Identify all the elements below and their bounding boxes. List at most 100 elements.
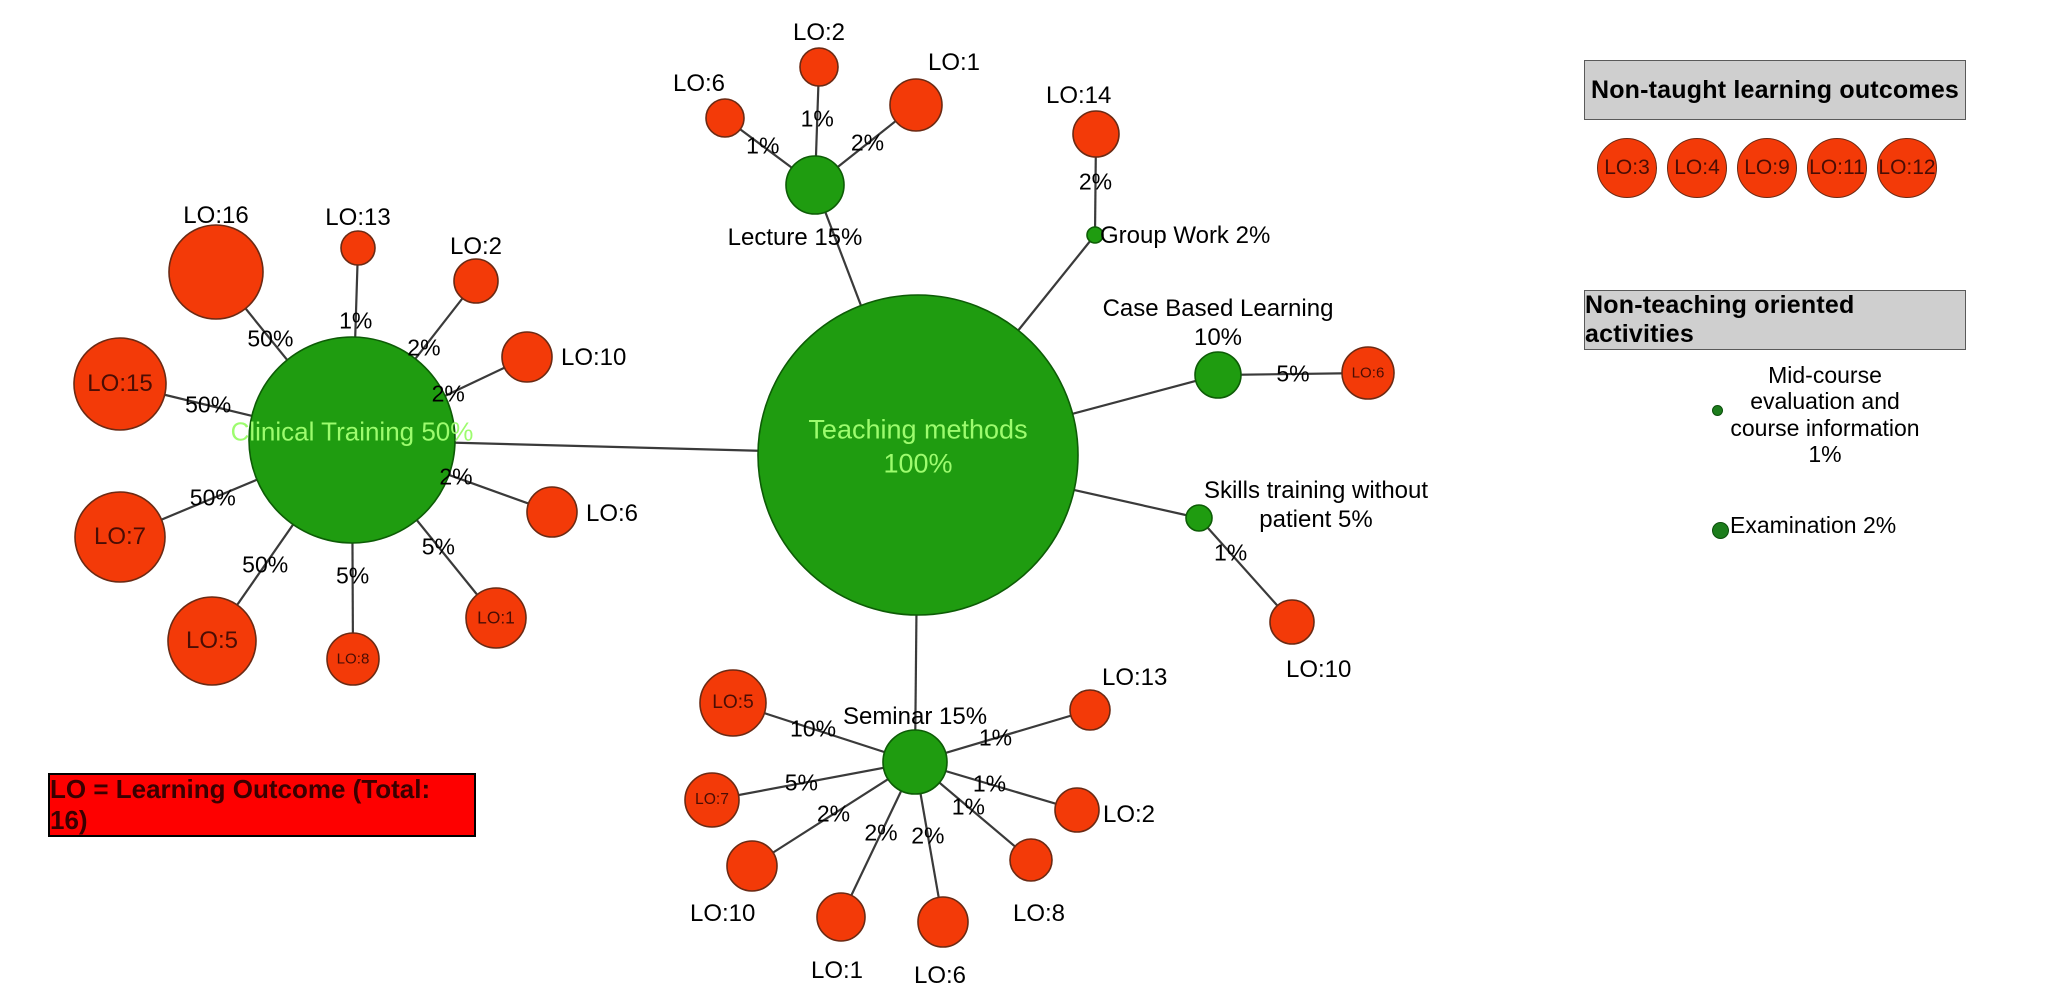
edge-weight-cl_lo16: 50% (247, 325, 294, 352)
lo-chip-label: LO:12 (1878, 156, 1936, 179)
node-cl_lo8[interactable] (326, 632, 380, 686)
legend-key-box: LO = Learning Outcome (Total: 16) (48, 773, 476, 837)
node-skills[interactable] (1185, 504, 1213, 532)
edge-weight-cl_lo15: 50% (185, 391, 232, 418)
lo-chip-label: LO:9 (1744, 156, 1790, 179)
lo-chip[interactable]: LO:11 (1807, 138, 1867, 198)
node-se_lo1[interactable] (816, 892, 866, 942)
node-cl_lo5[interactable] (167, 596, 257, 686)
node-le_lo1[interactable] (889, 78, 943, 132)
node-label-se_lo1: LO:1 (811, 957, 864, 984)
edge-weight-cbl_lo6: 5% (1276, 360, 1310, 387)
edge-weight-le_lo1: 2% (850, 129, 885, 156)
edge-seminar-se_lo7 (711, 760, 916, 802)
edge-weight-cl_lo2: 2% (407, 334, 441, 361)
node-label-groupwork: Group Work 2% (1100, 222, 1271, 249)
node-cl_lo15[interactable] (73, 337, 167, 431)
edge-skills-sk_lo10 (1198, 517, 1293, 623)
examination-dot-icon (1712, 522, 1729, 539)
node-cl_lo7[interactable] (74, 491, 166, 583)
edge-weight-se_lo10: 2% (816, 800, 851, 827)
lo-chip-label: LO:4 (1674, 156, 1720, 179)
node-lecture[interactable] (785, 155, 845, 215)
node-cl_lo2[interactable] (453, 258, 499, 304)
node-cbl_lo6[interactable] (1341, 346, 1395, 400)
edge-weight-cl_lo8: 5% (335, 562, 370, 589)
node-sk_lo10[interactable] (1269, 599, 1315, 645)
node-seminar[interactable] (882, 729, 948, 795)
midcourse-dot-icon (1712, 405, 1723, 416)
lo-chip[interactable]: LO:3 (1597, 138, 1657, 198)
lo-chip-label: LO:3 (1604, 156, 1650, 179)
lo-chip[interactable]: LO:4 (1667, 138, 1727, 198)
node-le_lo6[interactable] (705, 98, 745, 138)
edge-weight-se_lo6: 2% (911, 822, 945, 849)
edge-weight-sk_lo10: 1% (1213, 539, 1248, 566)
node-label-cl_lo13: LO:13 (325, 204, 391, 231)
edge-weight-cl_lo13: 1% (339, 307, 373, 334)
node-cl_lo10[interactable] (501, 331, 553, 383)
node-cl_lo1[interactable] (465, 587, 527, 649)
node-label-se_lo8: LO:8 (1013, 900, 1066, 927)
node-label-se_lo6: LO:6 (914, 962, 967, 989)
edge-weight-le_lo2: 1% (800, 105, 834, 132)
node-label-se_lo2: LO:2 (1103, 801, 1156, 828)
node-teaching[interactable] (757, 294, 1079, 616)
node-label-le_lo6: LO:6 (673, 70, 726, 97)
node-label-cl_lo7: LO:7 (93, 523, 147, 550)
lo-chip[interactable]: LO:9 (1737, 138, 1797, 198)
node-clinical[interactable] (248, 336, 456, 544)
panel-non-teaching-header: Non-teaching oriented activities (1584, 290, 1966, 350)
node-gw_lo14[interactable] (1072, 110, 1120, 158)
midcourse-note: Mid-course evaluation and course informa… (1730, 362, 1920, 468)
node-label-cl_lo10: LO:10 (561, 344, 627, 371)
edge-weight-se_lo7: 5% (784, 769, 818, 796)
node-cl_lo13[interactable] (340, 230, 376, 266)
edge-weight-se_lo2: 1% (972, 770, 1007, 797)
edge-weight-cl_lo5: 50% (242, 551, 289, 578)
node-label-gw_lo14: LO:14 (1046, 82, 1112, 109)
node-cl_lo6[interactable] (526, 486, 578, 538)
node-label-le_lo2: LO:2 (792, 19, 846, 46)
node-label-se_lo7: LO:7 (695, 791, 729, 808)
node-se_lo6[interactable] (917, 896, 969, 948)
node-label-cl_lo6: LO:6 (586, 500, 639, 527)
node-label-cl_lo8: LO:8 (336, 650, 370, 668)
edge-weight-le_lo6: 1% (746, 132, 780, 159)
node-label-cbl_lo6: LO:6 (1351, 364, 1385, 382)
node-label-cl_lo1: LO:1 (477, 607, 515, 628)
node-se_lo10[interactable] (726, 840, 778, 892)
edge-weight-se_lo5: 10% (790, 715, 837, 742)
node-se_lo8[interactable] (1009, 838, 1053, 882)
examination-note: Examination 2% (1730, 512, 1897, 538)
panel-non-teaching-title: Non-teaching oriented activities (1585, 291, 1855, 348)
edge-weight-se_lo1: 2% (864, 819, 898, 846)
edge-weight-se_lo8: 1% (951, 793, 985, 820)
edge-weight-cl_lo6: 2% (439, 463, 473, 490)
edge-weight-cl_lo1: 5% (421, 533, 456, 560)
node-groupwork[interactable] (1086, 226, 1104, 244)
edge-weight-cl_lo10: 2% (431, 380, 465, 407)
node-le_lo2[interactable] (799, 47, 839, 87)
node-label-cl_lo15: LO:15 (87, 370, 153, 397)
node-label-se_lo13: LO:13 (1102, 664, 1168, 691)
edge-weight-gw_lo14: 2% (1078, 168, 1113, 195)
node-se_lo13[interactable] (1069, 689, 1111, 731)
node-label-se_lo10: LO:10 (690, 900, 756, 927)
lo-chip[interactable]: LO:12 (1877, 138, 1937, 198)
panel-non-taught-items: LO:3 LO:4 LO:9 LO:11 LO:12 (1597, 138, 1937, 198)
node-se_lo2[interactable] (1054, 787, 1100, 833)
node-cbl[interactable] (1194, 351, 1242, 399)
node-label-seminar: Seminar 15% (842, 703, 988, 730)
node-label-cl_lo5: LO:5 (185, 627, 239, 654)
legend-key-text: LO = Learning Outcome (Total: 16) (50, 774, 431, 835)
node-se_lo7[interactable] (684, 772, 740, 828)
node-cl_lo16[interactable] (168, 224, 264, 320)
node-se_lo5[interactable] (699, 669, 767, 737)
node-label-cbl: Case Based Learning 10% (1102, 295, 1334, 351)
edge-weight-cl_lo7: 50% (189, 484, 236, 511)
node-label-sk_lo10: LO:10 (1286, 656, 1352, 683)
node-label-cl_lo16: LO:16 (183, 202, 249, 229)
